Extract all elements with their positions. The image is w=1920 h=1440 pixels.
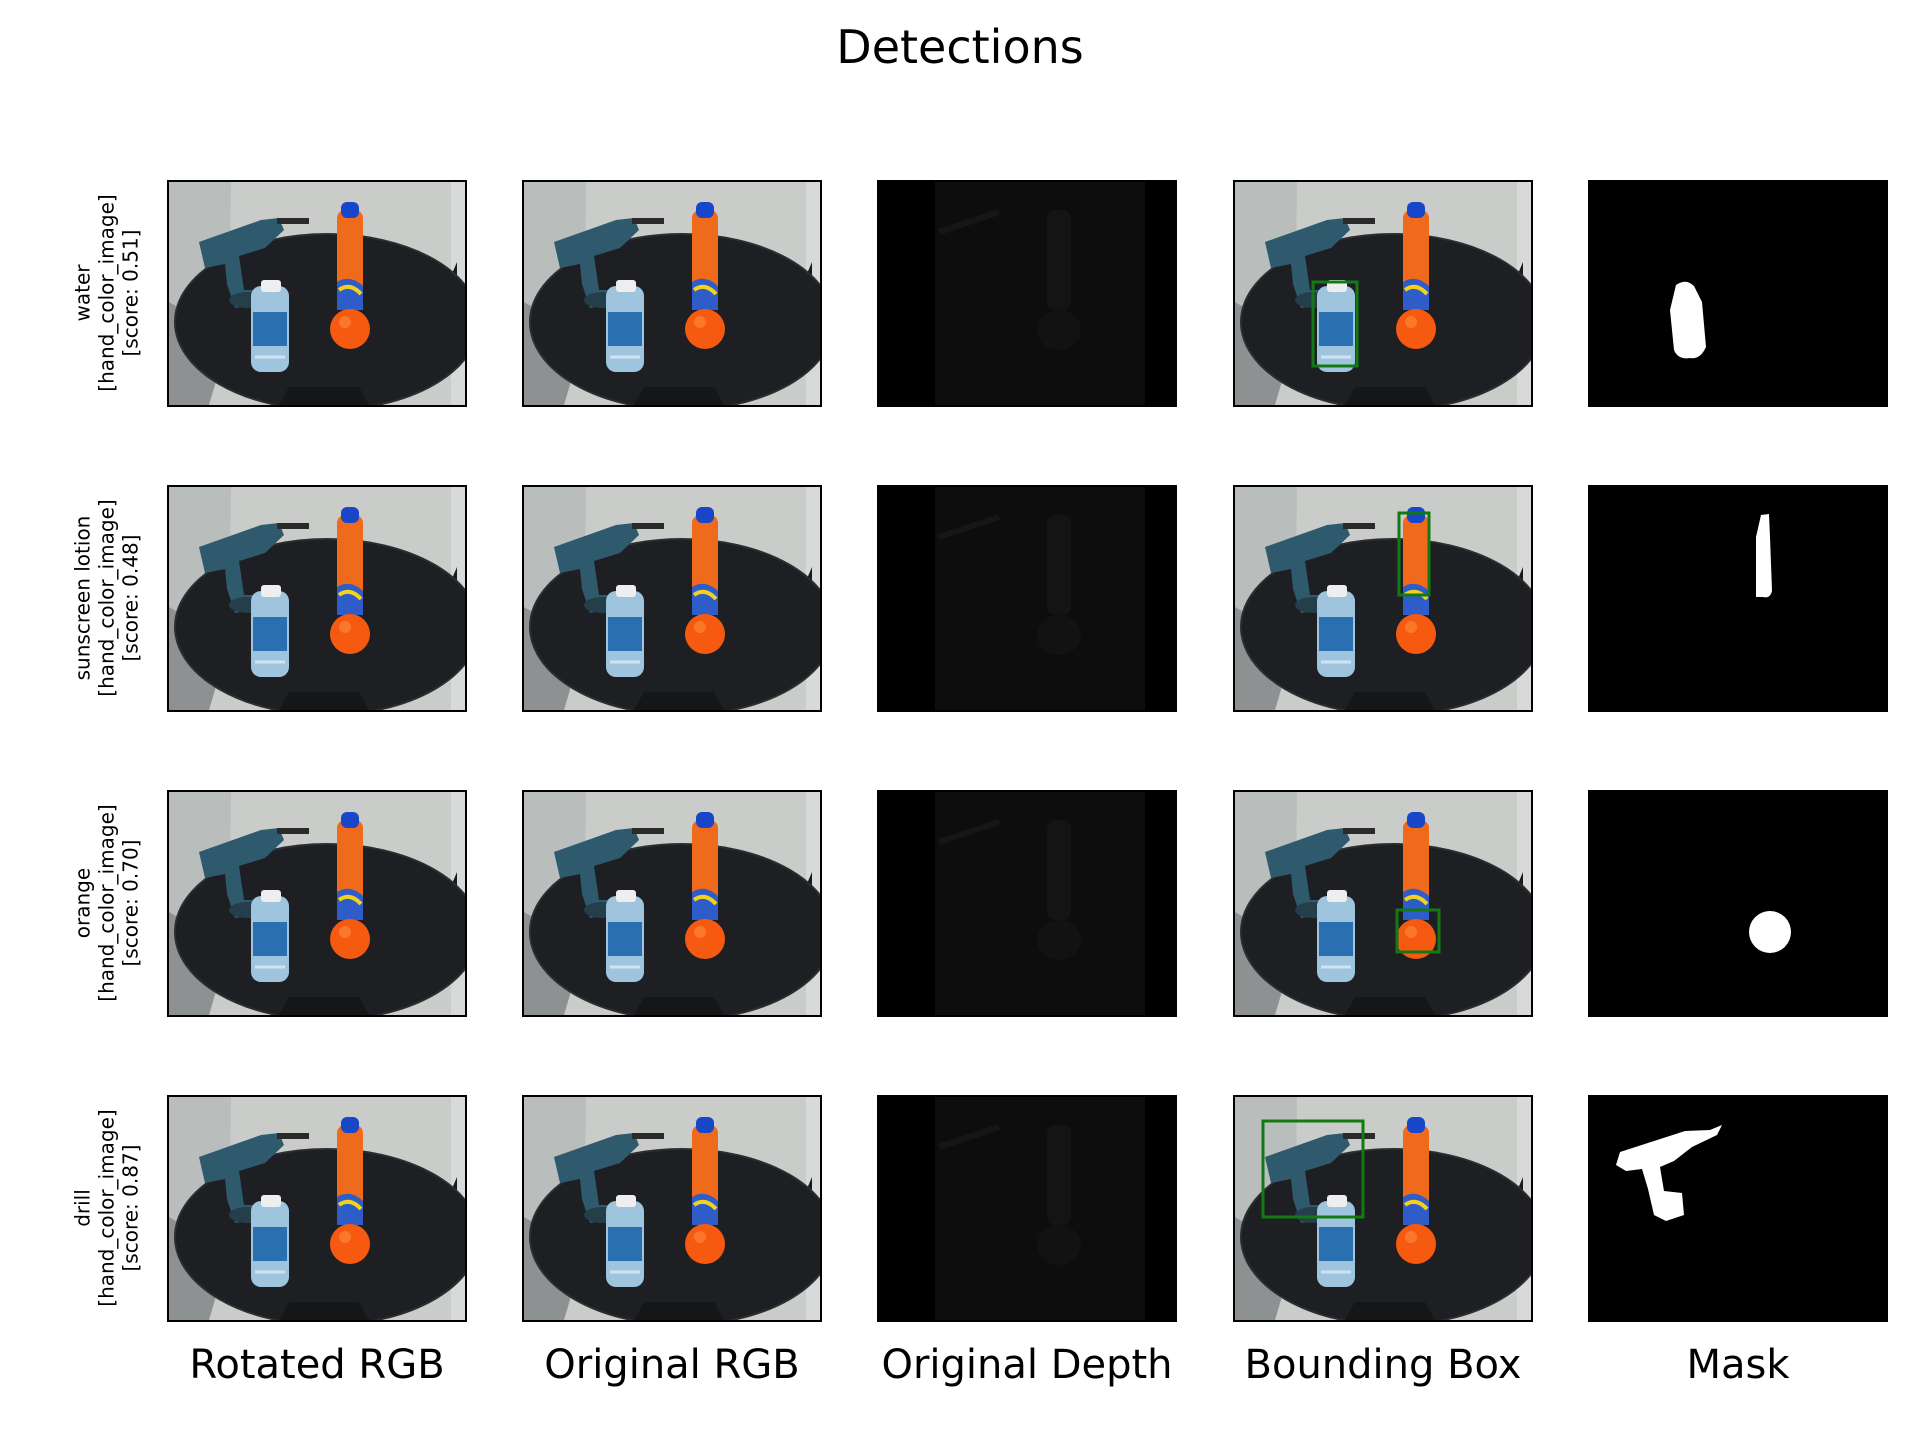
original-depth-panel xyxy=(877,1095,1177,1322)
rotated-rgb-panel-image xyxy=(169,487,465,710)
rotated-rgb-panel-image xyxy=(169,792,465,1015)
column-label-4: Mask xyxy=(1686,1342,1790,1388)
original-depth-panel xyxy=(877,790,1177,1017)
mask-panel xyxy=(1588,1095,1888,1322)
original-depth-panel xyxy=(877,180,1177,407)
column-label-3: Bounding Box xyxy=(1244,1342,1522,1388)
row-label-object: orange xyxy=(70,867,94,939)
original-rgb-panel xyxy=(522,180,822,407)
mask-panel-image xyxy=(1590,182,1886,405)
row-label-source: [hand_color_image] xyxy=(94,499,118,697)
detection-box xyxy=(1397,511,1431,597)
mask-panel xyxy=(1588,790,1888,1017)
detection-box xyxy=(1311,280,1359,368)
row-label-source: [hand_color_image] xyxy=(94,1109,118,1307)
bounding-box-panel-image xyxy=(1235,792,1531,1015)
mask-panel xyxy=(1588,180,1888,407)
rotated-rgb-panel-image xyxy=(169,1097,465,1320)
original-rgb-panel-image xyxy=(524,792,820,1015)
bounding-box-panel xyxy=(1233,180,1533,407)
row-label-source: [hand_color_image] xyxy=(94,804,118,1002)
row-label-object: drill xyxy=(70,1189,94,1227)
mask-panel-image xyxy=(1590,792,1886,1015)
mask-panel xyxy=(1588,485,1888,712)
rotated-rgb-panel-image xyxy=(169,182,465,405)
detection-box xyxy=(1395,908,1441,954)
bounding-box-panel xyxy=(1233,790,1533,1017)
original-rgb-panel xyxy=(522,485,822,712)
column-label-1: Original RGB xyxy=(544,1342,800,1388)
bounding-box-panel-image xyxy=(1235,1097,1531,1320)
rotated-rgb-panel xyxy=(167,180,467,407)
original-rgb-panel-image xyxy=(524,1097,820,1320)
original-depth-panel-image xyxy=(879,792,1175,1015)
original-depth-panel xyxy=(877,485,1177,712)
rotated-rgb-panel xyxy=(167,790,467,1017)
row-label-2: orange [hand_color_image] [score: 0.70] xyxy=(70,791,142,1016)
row-label-1: sunscreen lotion [hand_color_image] [score… xyxy=(70,486,142,711)
rotated-rgb-panel xyxy=(167,1095,467,1322)
figure-title: Detections xyxy=(836,20,1084,74)
column-label-0: Rotated RGB xyxy=(189,1342,445,1388)
row-label-score: [score: 0.87] xyxy=(118,1144,142,1272)
original-rgb-panel-image xyxy=(524,182,820,405)
row-label-score: [score: 0.51] xyxy=(118,229,142,357)
bounding-box-panel-image xyxy=(1235,182,1531,405)
mask-panel-image xyxy=(1590,487,1886,710)
original-rgb-panel-image xyxy=(524,487,820,710)
original-depth-panel-image xyxy=(879,182,1175,405)
mask-panel-image xyxy=(1590,1097,1886,1320)
rotated-rgb-panel xyxy=(167,485,467,712)
original-depth-panel-image xyxy=(879,487,1175,710)
original-depth-panel-image xyxy=(879,1097,1175,1320)
bounding-box-panel xyxy=(1233,485,1533,712)
row-label-score: [score: 0.70] xyxy=(118,839,142,967)
row-label-object: water xyxy=(70,264,94,322)
bounding-box-panel-image xyxy=(1235,487,1531,710)
original-rgb-panel xyxy=(522,1095,822,1322)
bounding-box-panel xyxy=(1233,1095,1533,1322)
original-rgb-panel xyxy=(522,790,822,1017)
row-label-3: drill [hand_color_image] [score: 0.87] xyxy=(70,1096,142,1321)
detection-box xyxy=(1261,1119,1365,1219)
row-label-score: [score: 0.48] xyxy=(118,534,142,662)
row-label-0: water [hand_color_image] [score: 0.51] xyxy=(70,181,142,406)
row-label-object: sunscreen lotion xyxy=(70,515,94,681)
column-label-2: Original Depth xyxy=(881,1342,1173,1388)
row-label-source: [hand_color_image] xyxy=(94,194,118,392)
